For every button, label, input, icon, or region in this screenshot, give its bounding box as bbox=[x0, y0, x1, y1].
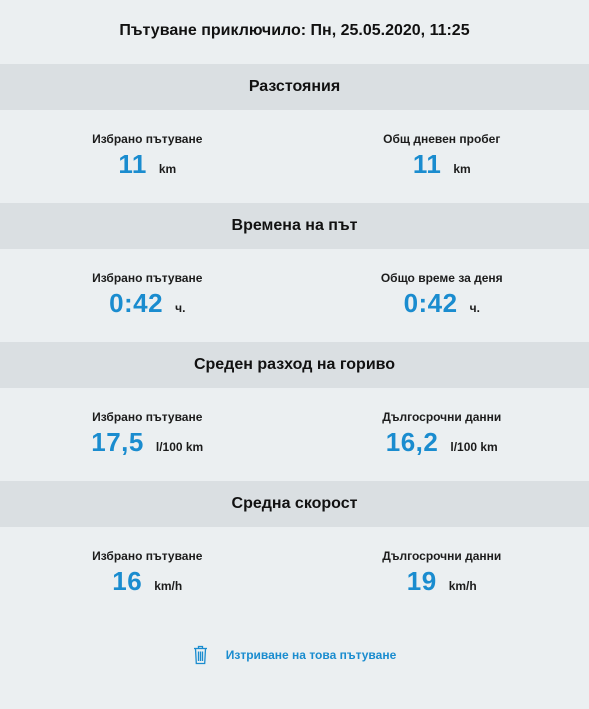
selected-trip-consumption: Избрано пътуване 17,5 l/100 km bbox=[0, 388, 295, 481]
metric-label: Дългосрочни данни bbox=[382, 410, 502, 424]
selected-trip-speed: Избрано пътуване 16 km/h bbox=[0, 527, 295, 620]
section-distances: Избрано пътуване 11 km Общ дневен пробег… bbox=[0, 110, 589, 203]
trash-icon[interactable] bbox=[193, 645, 208, 665]
metric-value: 11 bbox=[412, 149, 442, 179]
metric-value: 0:42 bbox=[403, 288, 458, 318]
metric-unit: l/100 km bbox=[450, 440, 498, 454]
section-title-average-speed: Средна скорост bbox=[0, 481, 589, 527]
metric-value: 19 bbox=[406, 566, 437, 596]
metric-label: Избрано пътуване bbox=[92, 549, 203, 563]
trip-ended-title: Пътуване приключило: Пн, 25.05.2020, 11:… bbox=[119, 22, 470, 39]
metric-unit: km/h bbox=[448, 579, 477, 593]
metric-label: Избрано пътуване bbox=[92, 271, 203, 285]
daily-total-time: Общо време за деня 0:42 ч. bbox=[295, 249, 589, 342]
selected-trip-time: Избрано пътуване 0:42 ч. bbox=[0, 249, 295, 342]
selected-trip-distance: Избрано пътуване 11 km bbox=[0, 110, 295, 203]
metric-value: 16 bbox=[112, 566, 143, 596]
metric-unit: km bbox=[158, 162, 177, 176]
delete-trip-button[interactable]: Изтриване на това пътуване bbox=[0, 645, 589, 665]
section-average-speed: Избрано пътуване 16 km/h Дългосрочни дан… bbox=[0, 527, 589, 620]
metric-unit: l/100 km bbox=[155, 440, 204, 454]
metric-value: 17,5 bbox=[91, 427, 144, 457]
metric-label: Избрано пътуване bbox=[92, 132, 203, 146]
metric-label: Общо време за деня bbox=[380, 271, 503, 285]
metric-label: Избрано пътуване bbox=[92, 410, 203, 424]
section-title-travel-times: Времена на път bbox=[0, 203, 589, 249]
metric-label: Общ дневен пробег bbox=[383, 132, 501, 146]
delete-trip-label[interactable]: Изтриване на това пътуване bbox=[225, 648, 397, 662]
long-term-consumption: Дългосрочни данни 16,2 l/100 km bbox=[295, 388, 589, 481]
metric-value: 11 bbox=[118, 149, 147, 179]
section-title-fuel-consumption: Среден разход на гориво bbox=[0, 342, 589, 388]
daily-mileage: Общ дневен пробег 11 km bbox=[295, 110, 589, 203]
section-title-distances: Разстояния bbox=[0, 64, 589, 110]
metric-unit: ч. bbox=[175, 301, 186, 315]
metric-unit: ч. bbox=[469, 301, 480, 315]
metric-unit: km bbox=[453, 162, 471, 176]
metric-label: Дългосрочни данни bbox=[382, 549, 502, 563]
metric-value: 0:42 bbox=[109, 288, 164, 318]
long-term-speed: Дългосрочни данни 19 km/h bbox=[295, 527, 589, 620]
metric-unit: km/h bbox=[154, 579, 183, 593]
section-travel-times: Избрано пътуване 0:42 ч. Общо време за д… bbox=[0, 249, 589, 342]
metric-value: 16,2 bbox=[385, 427, 439, 457]
section-fuel-consumption: Избрано пътуване 17,5 l/100 km Дългосроч… bbox=[0, 388, 589, 481]
